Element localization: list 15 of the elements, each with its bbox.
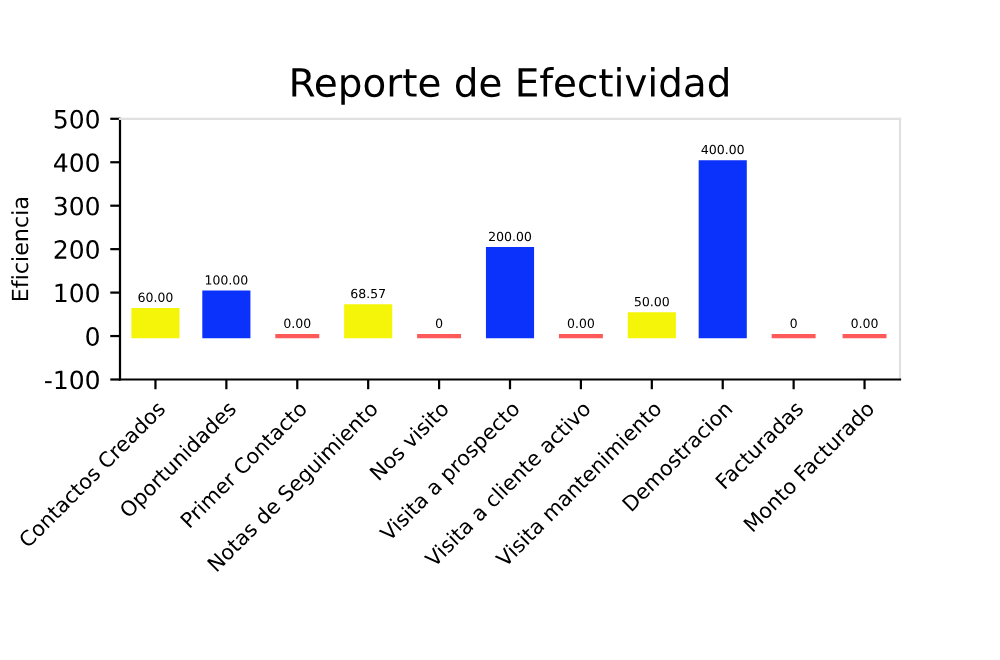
y-tick-label: 0 xyxy=(86,326,99,346)
bar xyxy=(202,290,251,339)
chart-title: Reporte de Efectividad xyxy=(292,67,728,105)
y-tick-label: 300 xyxy=(54,196,99,216)
bar xyxy=(698,160,747,339)
y-tick-label: 200 xyxy=(54,240,99,259)
y-tick-label: 400 xyxy=(54,153,99,173)
bar xyxy=(485,247,535,339)
y-tick-label: -100 xyxy=(45,370,99,390)
bar xyxy=(131,307,180,339)
bar xyxy=(344,304,393,339)
bar xyxy=(627,312,676,339)
y-axis-title: Eficiencia xyxy=(11,198,29,301)
y-tick-label: 100 xyxy=(55,283,99,303)
y-tick-label: 500 xyxy=(54,109,99,129)
